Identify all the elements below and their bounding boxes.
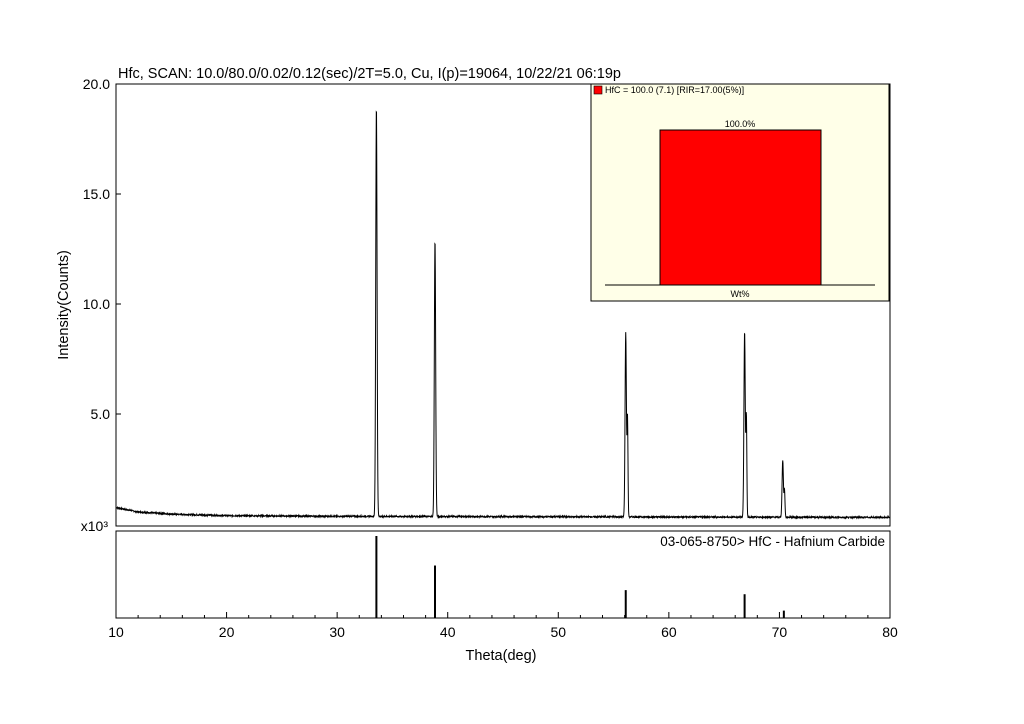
x-tick-label: 20 [219,624,235,640]
x-axis-label: Theta(deg) [466,648,537,664]
chart-title: Hfc, SCAN: 10.0/80.0/0.02/0.12(sec)/2T=5… [118,66,621,82]
y-tick-label: 20.0 [83,76,110,92]
reference-panel-frame [115,530,891,619]
reference-card-label: 03-065-8750> HfC - Hafnium Carbide [660,534,885,549]
y-tick-label: 5.0 [91,406,111,422]
y-axis-ticks: 5.0 10.0 15.0 20.0 [83,76,121,422]
reference-sticks [375,536,785,618]
inset-bar-hfc [659,129,822,286]
x-tick-label: 40 [440,624,456,640]
y-tick-label: 10.0 [83,296,110,312]
inset-legend-text: HfC = 100.0 (7.1) [RIR=17.00(5%)] [605,85,744,95]
y-tick-label: 15.0 [83,186,110,202]
x-tick-label: 70 [772,624,788,640]
x-tick-label: 30 [329,624,345,640]
diffraction-pattern-line [115,110,891,520]
inset-bar-label: 100.0% [725,119,756,129]
x-tick-label: 10 [108,624,124,640]
y-multiplier-label: x10³ [81,518,109,534]
inset-x-label: Wt% [731,289,750,299]
phase-quant-inset: HfC = 100.0 (7.1) [RIR=17.00(5%)] 100.0%… [590,83,890,302]
main-plot-frame [115,83,891,527]
x-tick-label: 50 [550,624,566,640]
inset-legend-swatch [593,85,603,95]
x-tick-label: 60 [661,624,677,640]
x-axis-ticks: 10 20 30 40 50 60 70 80 [108,612,898,640]
x-tick-label: 80 [882,624,898,640]
y-axis-label: Intensity(Counts) [56,250,72,360]
